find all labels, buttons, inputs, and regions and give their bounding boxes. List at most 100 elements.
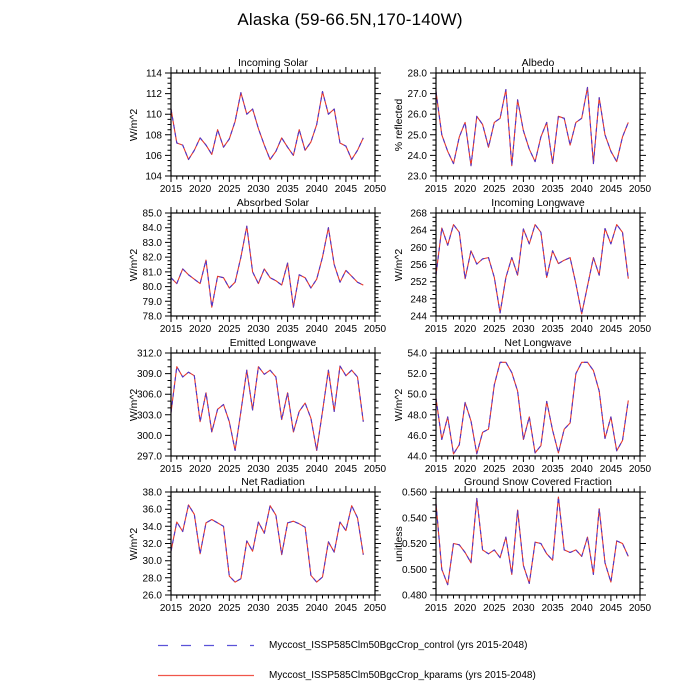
y-tick-label: 309.0 [137,369,162,380]
x-tick-label: 2025 [483,603,506,614]
x-tick-label: 2020 [189,324,212,335]
y-tick-label: 26.0 [143,591,163,602]
y-tick-label: 83.0 [143,238,163,249]
plot-area: 2015 2020 2025 2030 2035 2040 2045 2050 78.0 79.0… [143,207,387,335]
plot-frame [170,352,376,457]
x-tick-label: 2050 [629,184,652,195]
x-tick-label: 2015 [160,464,183,475]
chart-panel-albedo: Albedo % reflected 2015 2020 2025 2030 2035 2… [385,57,660,203]
series-line-solid [170,90,364,161]
x-tick-label: 2030 [512,464,535,475]
axis-ticks [165,67,381,182]
x-tick-label: 2040 [571,324,594,335]
y-tick-label: 82.0 [143,253,163,264]
y-tick-label: 52.0 [408,369,428,380]
x-tick-label: 2025 [218,464,241,475]
y-tick-label: 78.0 [143,312,163,323]
x-tick-label: 2040 [571,464,594,475]
series-line-dashed [170,225,364,308]
panel-title: Incoming Solar [237,57,309,69]
y-tick-label: 27.0 [408,89,428,100]
x-tick-label: 2030 [247,184,270,195]
x-tick-label: 2045 [600,603,623,614]
figure-title: Alaska (59-66.5N,170-140W) [237,10,463,29]
axis-ticks [430,67,646,182]
series-line-dashed [435,224,629,315]
x-tick-label: 2030 [512,603,535,614]
x-tick-label: 2020 [454,603,477,614]
x-tick-label: 2025 [218,603,241,614]
x-tick-label: 2050 [629,464,652,475]
x-tick-label: 2045 [335,464,358,475]
x-tick-label: 2040 [571,603,594,614]
x-tick-label: 2050 [364,464,387,475]
x-tick-label: 2030 [512,324,535,335]
y-tick-label: 44.0 [408,452,428,463]
y-tick-label: 80.0 [143,282,163,293]
y-tick-label: 81.0 [143,267,163,278]
x-tick-label: 2025 [483,184,506,195]
legend-label: Myccost_ISSP585Clm50BgcCrop_control (yrs… [269,640,528,651]
x-tick-label: 2015 [160,184,183,195]
x-tick-label: 2015 [425,324,448,335]
y-tick-label: 244 [410,312,427,323]
y-tick-label: 268 [410,209,427,220]
y-tick-label: 104 [145,172,162,183]
plot-frame [170,212,376,317]
y-tick-label: 110 [146,110,162,121]
x-tick-label: 2040 [571,184,594,195]
x-tick-label: 2015 [425,184,448,195]
series-line-solid [170,365,364,452]
x-tick-label: 2035 [276,464,299,475]
y-tick-label: 85.0 [143,209,163,220]
x-tick-label: 2035 [276,184,299,195]
y-tick-label: 46.0 [408,431,428,442]
x-tick-label: 2040 [306,603,329,614]
axis-ticks [165,347,381,462]
x-tick-label: 2045 [335,184,358,195]
x-tick-label: 2050 [364,184,387,195]
y-tick-label: 112 [146,89,162,100]
x-tick-label: 2015 [160,603,183,614]
panel-title: Net Longwave [504,337,572,349]
y-tick-label: 0.500 [402,565,427,576]
x-tick-label: 2025 [483,464,506,475]
y-tick-label: 248 [410,294,427,305]
y-tick-label: 26.0 [408,110,428,121]
axis-ticks [165,207,381,322]
y-tick-label: 30.0 [143,556,163,567]
panel-title: Absorbed Solar [236,197,310,209]
plot-area: 2015 2020 2025 2030 2035 2040 2045 2050 26.0 28.0… [143,486,387,614]
y-tick-label: 0.540 [402,513,427,524]
panel-title: Ground Snow Covered Fraction [464,476,612,488]
plot-area: 2015 2020 2025 2030 2035 2040 2045 2050 104 106 10… [145,67,387,195]
chart-panel-incoming-longwave: Incoming Longwave W/m^2 2015 2020 2025 2030… [385,197,660,343]
series-line-dashed [435,496,629,586]
y-tick-label: 306.0 [137,390,162,401]
chart-panel-ground-snow-covered-fraction: Ground Snow Covered Fraction unitless 20… [385,476,660,622]
legend-item-control: Myccost_ISSP585Clm50BgcCrop_control (yrs… [158,640,527,651]
y-tick-label: 54.0 [408,349,428,360]
y-tick-label: 36.0 [143,505,163,516]
series-line-dashed [170,90,364,161]
x-tick-label: 2050 [364,603,387,614]
x-tick-label: 2050 [364,324,387,335]
x-tick-label: 2045 [600,324,623,335]
y-tick-label: 0.480 [402,591,427,602]
y-tick-label: 0.560 [402,488,427,499]
y-tick-label: 114 [146,69,162,80]
x-tick-label: 2035 [276,603,299,614]
x-tick-label: 2050 [629,324,652,335]
y-tick-label: 300.0 [137,431,162,442]
axis-ticks [430,347,646,462]
x-tick-label: 2015 [160,324,183,335]
x-tick-label: 2045 [335,603,358,614]
x-tick-label: 2015 [425,464,448,475]
chart-panel-incoming-solar: Incoming Solar W/m^2 2015 2020 2025 2030 203… [120,57,395,203]
y-tick-label: 84.0 [143,223,163,234]
x-tick-label: 2035 [276,324,299,335]
plot-frame [170,491,376,596]
plot-frame [435,352,641,457]
panel-title: Albedo [521,57,555,69]
panel-title: Incoming Longwave [491,197,585,209]
